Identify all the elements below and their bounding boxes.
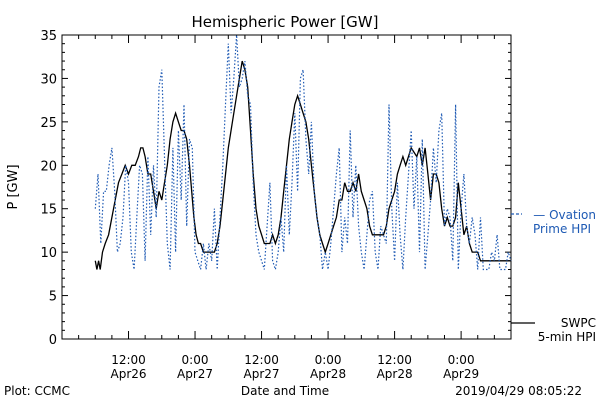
x-axis: 12:00Apr260:00Apr2712:00Apr270:00Apr2812… [61,35,512,381]
series-layer [94,34,512,271]
ovation-prime-hpi-series [94,34,512,271]
plot-timestamp: 2019/04/29 08:05:22 [455,384,582,398]
x-tick-label: 12:00 [111,353,146,367]
legend-ovation-label: — Ovation [533,208,596,222]
y-tick-label: 25 [40,116,57,131]
x-tick-date-label: Apr28 [310,367,346,381]
legend-swpc-label: SWPC [561,316,596,330]
x-tick-date-label: Apr26 [111,367,147,381]
x-tick-label: 12:00 [244,353,279,367]
y-tick-label: 15 [40,203,57,218]
x-tick-date-label: Apr29 [443,367,479,381]
x-tick-label: 0:00 [315,353,342,367]
legend-swpc-label-2: 5-min HPI [538,330,596,344]
y-axis-label: P [GW] [6,164,21,209]
y-tick-label: 35 [40,29,57,44]
y-tick-label: 0 [49,333,57,348]
y-tick-label: 10 [40,246,57,261]
x-tick-label: 12:00 [377,353,412,367]
plot-credit: Plot: CCMC [4,384,70,398]
x-tick-date-label: Apr27 [244,367,280,381]
x-tick-date-label: Apr28 [377,367,413,381]
swpc-hpi-series [94,60,511,270]
legend-ovation-label-2: Prime HPI [533,222,591,236]
x-tick-date-label: Apr27 [177,367,213,381]
x-tick-label: 0:00 [448,353,475,367]
y-tick-label: 5 [49,290,57,305]
plot-frame [61,34,512,340]
chart-title: Hemispheric Power [GW] [192,13,379,31]
y-tick-label: 20 [40,159,57,174]
x-tick-label: 0:00 [182,353,209,367]
y-tick-label: 30 [40,72,57,87]
y-axis: 0 5 10 15 20 25 30 35 [40,29,511,348]
x-axis-label: Date and Time [241,384,329,398]
